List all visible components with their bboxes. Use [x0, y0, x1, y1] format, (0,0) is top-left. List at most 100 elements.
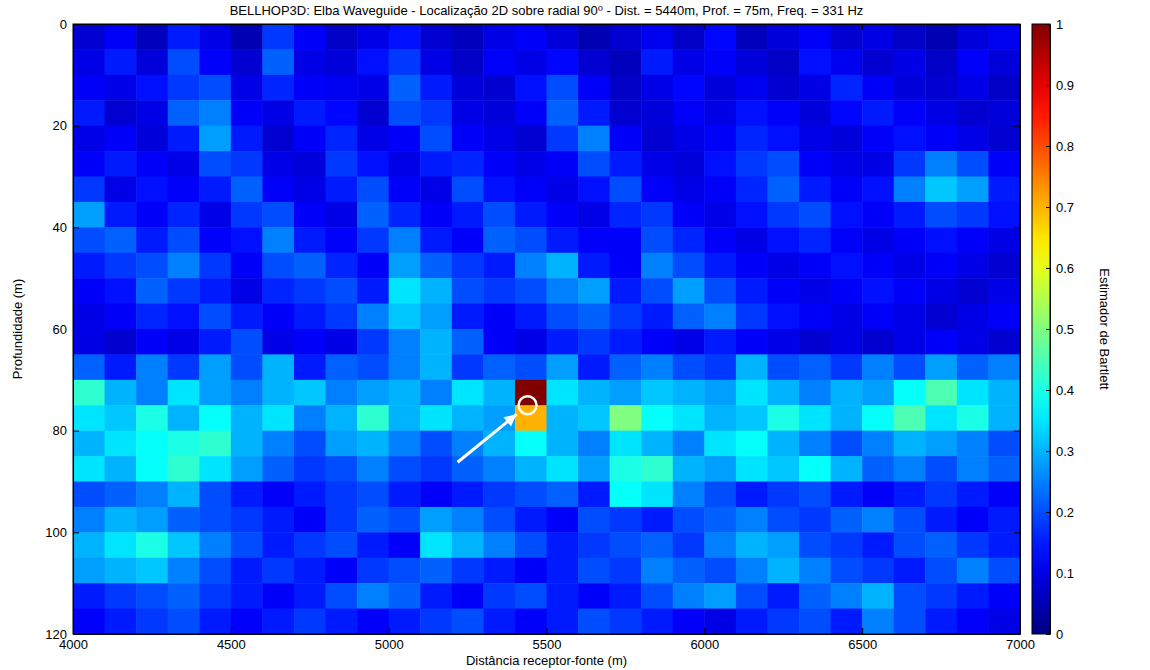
- heatmap-cell: [231, 609, 263, 634]
- heatmap-cell: [988, 329, 1020, 355]
- heatmap-cell: [452, 482, 484, 508]
- heatmap-cell: [389, 405, 421, 431]
- heatmap-cell: [862, 177, 894, 203]
- heatmap-cell: [73, 354, 105, 380]
- colorbar-tick-mark: [1046, 24, 1050, 25]
- x-tick-mark: [862, 628, 863, 634]
- heatmap-cell: [483, 532, 515, 558]
- heatmap-cell: [547, 253, 579, 279]
- heatmap-cell: [831, 405, 863, 431]
- heatmap-cell: [767, 278, 799, 304]
- heatmap-cell: [294, 227, 326, 253]
- heatmap-cell: [831, 507, 863, 533]
- heatmap-cell: [673, 380, 705, 406]
- heatmap-cell: [73, 49, 105, 75]
- heatmap-cell: [957, 609, 989, 634]
- y-right-tick: [1014, 634, 1020, 635]
- heatmap-cell: [262, 329, 294, 355]
- heatmap-cell: [767, 253, 799, 279]
- heatmap-cell: [357, 24, 389, 50]
- heatmap-cell: [641, 304, 673, 330]
- heatmap-cell: [73, 75, 105, 101]
- heatmap-cell: [483, 431, 515, 457]
- heatmap-cell: [168, 304, 200, 330]
- heatmap-cell: [483, 482, 515, 508]
- heatmap-cell: [420, 558, 452, 584]
- heatmap-cell: [515, 329, 547, 355]
- heatmap-cell: [73, 227, 105, 253]
- heatmap-cell: [483, 227, 515, 253]
- heatmap-cell: [389, 558, 421, 584]
- heatmap-cell: [988, 49, 1020, 75]
- heatmap-cell: [326, 456, 358, 482]
- heatmap-cell: [831, 151, 863, 177]
- heatmap-cell: [73, 151, 105, 177]
- heatmap-cell: [736, 24, 768, 50]
- heatmap-cell: [736, 558, 768, 584]
- colorbar-tick-label: 0.7: [1056, 200, 1074, 215]
- heatmap-cell: [73, 380, 105, 406]
- heatmap-cell: [136, 202, 168, 228]
- heatmap-cell: [452, 126, 484, 152]
- heatmap-cell: [767, 202, 799, 228]
- heatmap-cell: [136, 431, 168, 457]
- heatmap-cell: [988, 151, 1020, 177]
- y-right-tick: [1014, 329, 1020, 330]
- heatmap-cell: [168, 532, 200, 558]
- heatmap-cell: [704, 532, 736, 558]
- heatmap-cell: [894, 75, 926, 101]
- heatmap-cell: [136, 304, 168, 330]
- heatmap-cell: [262, 405, 294, 431]
- colorbar-tick-mark: [1046, 146, 1050, 147]
- heatmap-cell: [610, 583, 642, 609]
- heatmap-cell: [105, 151, 137, 177]
- heatmap-cell: [483, 304, 515, 330]
- heatmap-cell: [673, 456, 705, 482]
- heatmap-cell: [925, 278, 957, 304]
- colorbar-tick-mark: [1046, 634, 1050, 635]
- heatmap-cell: [231, 558, 263, 584]
- heatmap-cell: [736, 456, 768, 482]
- heatmap-cell: [515, 75, 547, 101]
- heatmap-cell: [578, 405, 610, 431]
- heatmap-cell: [957, 177, 989, 203]
- heatmap-cell: [862, 253, 894, 279]
- heatmap-cell: [515, 177, 547, 203]
- colorbar-tick-mark: [1046, 390, 1050, 391]
- heatmap-cell: [262, 583, 294, 609]
- heatmap-cell: [231, 278, 263, 304]
- heatmap-cell: [862, 405, 894, 431]
- heatmap-cell: [894, 431, 926, 457]
- heatmap-cell: [925, 177, 957, 203]
- heatmap-cell: [831, 177, 863, 203]
- heatmap-cell: [673, 24, 705, 50]
- heatmap-cell: [925, 227, 957, 253]
- heatmap-cell: [136, 507, 168, 533]
- x-top-tick: [704, 24, 705, 30]
- heatmap-cell: [452, 507, 484, 533]
- heatmap-cell: [578, 329, 610, 355]
- heatmap-cell: [231, 253, 263, 279]
- heatmap-cell: [862, 227, 894, 253]
- heatmap-cell: [704, 227, 736, 253]
- heatmap-cell: [294, 151, 326, 177]
- heatmap-cell: [389, 431, 421, 457]
- colorbar-tick-mark: [1046, 207, 1050, 208]
- heatmap-cell: [231, 380, 263, 406]
- heatmap-cell: [136, 75, 168, 101]
- heatmap-cell: [168, 24, 200, 50]
- heatmap-cell: [767, 507, 799, 533]
- heatmap-cell: [894, 100, 926, 126]
- y-right-tick: [1014, 227, 1020, 228]
- heatmap-cell: [168, 177, 200, 203]
- heatmap-cell: [168, 151, 200, 177]
- heatmap-cell: [894, 507, 926, 533]
- heatmap-cell: [326, 177, 358, 203]
- heatmap-cell: [610, 24, 642, 50]
- heatmap-cell: [799, 253, 831, 279]
- heatmap-cell: [262, 100, 294, 126]
- heatmap-cell: [389, 609, 421, 634]
- heatmap-cell: [610, 126, 642, 152]
- heatmap-cell: [988, 24, 1020, 50]
- heatmap-cell: [831, 49, 863, 75]
